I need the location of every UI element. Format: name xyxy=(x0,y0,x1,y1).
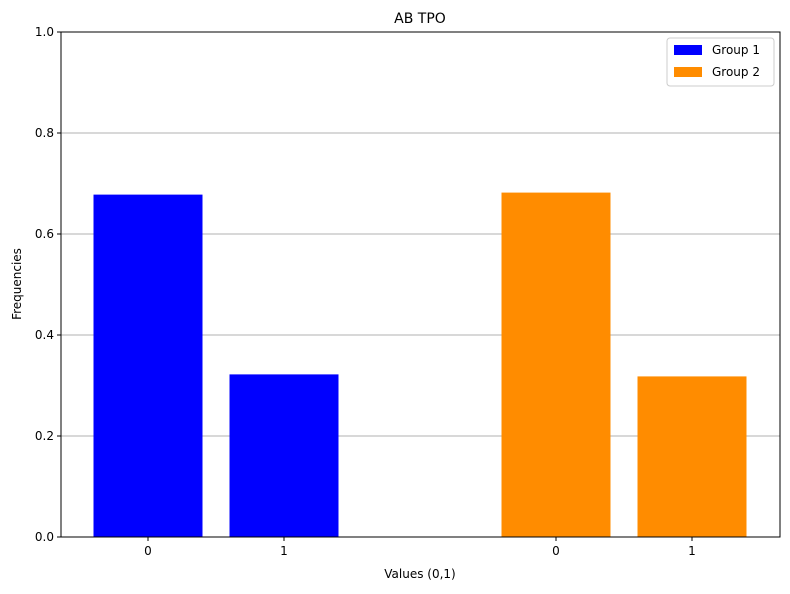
bar-group-1-0 xyxy=(93,194,203,538)
y-tick-label: 0.6 xyxy=(35,227,54,241)
y-tick-label: 0.0 xyxy=(35,530,54,544)
bars xyxy=(93,192,747,538)
x-axis-ticks: 0 1 0 1 xyxy=(144,537,696,558)
x-tick-label: 0 xyxy=(552,544,560,558)
x-axis-label: Values (0,1) xyxy=(384,567,455,581)
y-axis-ticks: 0.0 0.2 0.4 0.6 0.8 1.0 xyxy=(35,25,61,544)
bar-group-1-1 xyxy=(229,374,339,537)
legend-swatch-group-2 xyxy=(674,67,702,77)
y-axis-label: Frequencies xyxy=(10,248,24,320)
legend-swatch-group-1 xyxy=(674,45,702,55)
bar-group-2-1 xyxy=(637,376,747,537)
y-tick-label: 1.0 xyxy=(35,25,54,39)
x-tick-label: 1 xyxy=(688,544,696,558)
y-tick-label: 0.4 xyxy=(35,328,54,342)
chart-title: AB TPO xyxy=(394,11,446,27)
plot-frame xyxy=(60,31,781,538)
legend-label-group-2: Group 2 xyxy=(712,65,760,79)
x-tick-label: 1 xyxy=(280,544,288,558)
bar-group-2-0 xyxy=(501,192,611,537)
y-tick-label: 0.2 xyxy=(35,429,54,443)
legend: Group 1 Group 2 xyxy=(666,37,775,87)
y-tick-label: 0.8 xyxy=(35,126,54,140)
x-tick-label: 0 xyxy=(144,544,152,558)
legend-label-group-1: Group 1 xyxy=(712,43,760,57)
